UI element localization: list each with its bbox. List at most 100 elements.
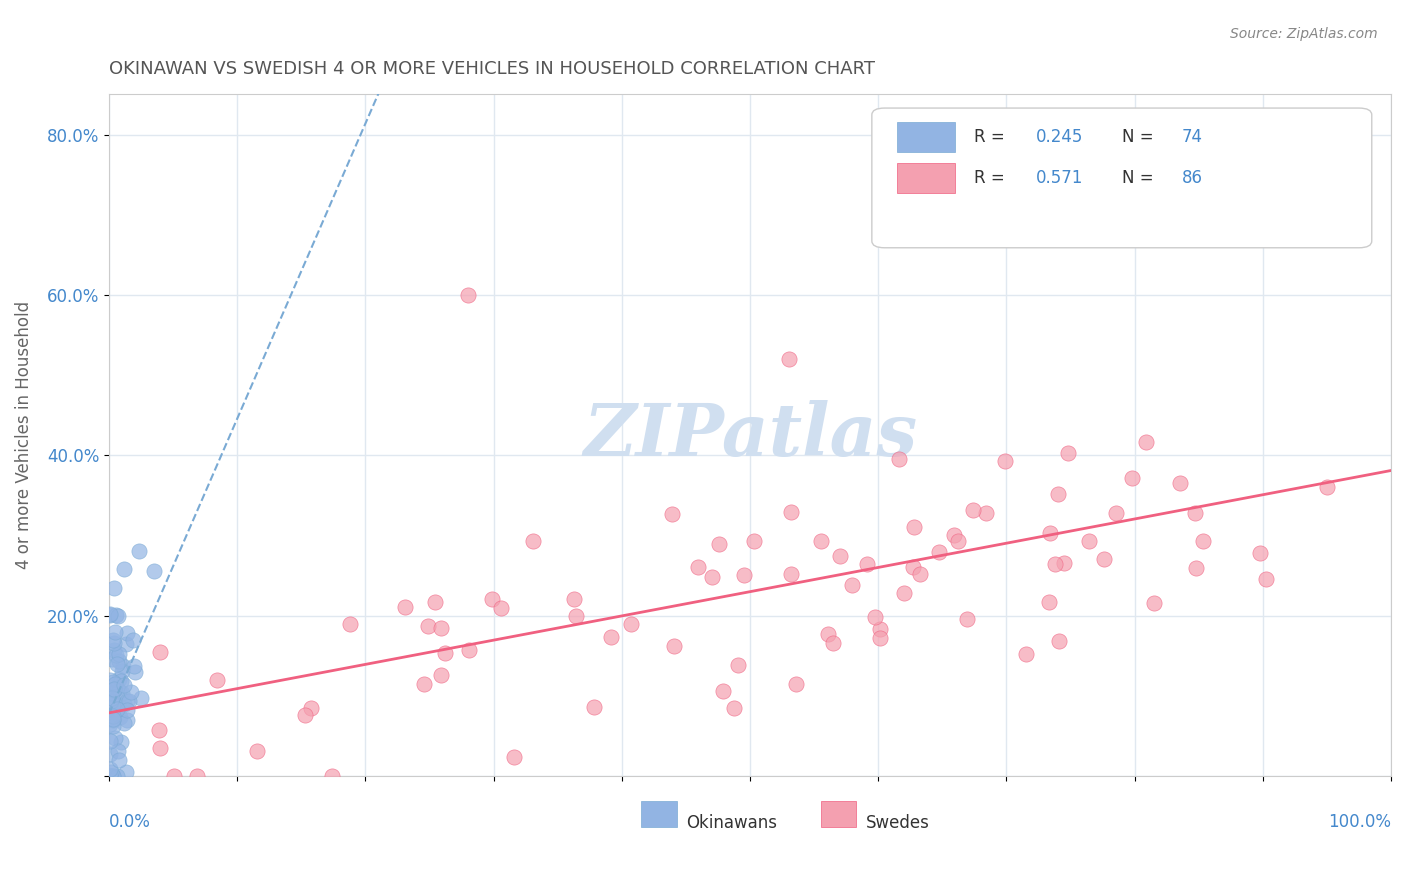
Point — [711, 684, 734, 698]
Point — [98, 709, 121, 723]
Point — [105, 657, 128, 671]
Point — [104, 625, 127, 640]
Point — [394, 600, 416, 615]
Point — [101, 712, 124, 726]
Point — [503, 750, 526, 764]
Text: Okinawans: Okinawans — [686, 814, 778, 832]
Point — [110, 735, 132, 749]
Point — [207, 673, 229, 688]
Point — [620, 616, 643, 631]
Point — [893, 586, 915, 600]
Point — [100, 769, 122, 783]
Point — [700, 570, 723, 584]
Point — [105, 769, 128, 783]
Point — [105, 703, 128, 717]
Point — [413, 677, 436, 691]
Point — [1078, 533, 1101, 548]
Point — [108, 753, 131, 767]
Text: 0.571: 0.571 — [1036, 169, 1083, 186]
Point — [562, 592, 585, 607]
Point — [856, 557, 879, 571]
Point — [662, 639, 685, 653]
Point — [1121, 471, 1143, 485]
Point — [98, 769, 121, 783]
Point — [110, 673, 132, 688]
Point — [321, 769, 343, 783]
Point — [1168, 476, 1191, 491]
Point — [107, 684, 129, 698]
Point — [744, 533, 766, 548]
Point — [105, 681, 128, 695]
Point — [98, 607, 121, 622]
Point — [103, 681, 125, 696]
Point — [111, 686, 134, 700]
Point — [707, 537, 730, 551]
Point — [434, 646, 457, 660]
Point — [1046, 487, 1069, 501]
Point — [105, 648, 128, 662]
Point — [688, 560, 710, 574]
Point — [98, 733, 121, 747]
Text: OKINAWAN VS SWEDISH 4 OR MORE VEHICLES IN HOUSEHOLD CORRELATION CHART: OKINAWAN VS SWEDISH 4 OR MORE VEHICLES I… — [110, 60, 875, 78]
FancyBboxPatch shape — [872, 108, 1372, 248]
Point — [481, 592, 503, 607]
Point — [599, 630, 621, 644]
Point — [112, 561, 135, 575]
Point — [107, 609, 129, 624]
Point — [115, 625, 138, 640]
Point — [115, 694, 138, 708]
Point — [111, 665, 134, 679]
Point — [778, 351, 800, 366]
Point — [120, 685, 142, 699]
Point — [458, 643, 481, 657]
FancyBboxPatch shape — [641, 801, 676, 827]
Text: 74: 74 — [1182, 128, 1204, 145]
Point — [863, 609, 886, 624]
Point — [429, 621, 451, 635]
Point — [115, 714, 138, 728]
Point — [430, 667, 453, 681]
Point — [1092, 551, 1115, 566]
Point — [1143, 596, 1166, 610]
Point — [101, 691, 124, 706]
FancyBboxPatch shape — [821, 801, 856, 827]
Text: Swedes: Swedes — [866, 814, 929, 832]
Point — [887, 452, 910, 467]
Point — [564, 609, 586, 624]
Point — [103, 643, 125, 657]
Point — [124, 665, 146, 679]
Point — [101, 718, 124, 732]
Point — [956, 612, 979, 626]
Point — [1047, 633, 1070, 648]
Point — [1184, 560, 1206, 574]
Point — [115, 703, 138, 717]
Point — [817, 627, 839, 641]
Point — [1105, 506, 1128, 520]
Point — [108, 710, 131, 724]
Point — [108, 698, 131, 713]
Point — [103, 636, 125, 650]
Point — [423, 594, 446, 608]
Point — [869, 631, 891, 645]
Point — [108, 654, 131, 668]
Text: 0.245: 0.245 — [1036, 128, 1083, 145]
Point — [1056, 445, 1078, 459]
Point — [457, 288, 479, 302]
Point — [294, 707, 316, 722]
Point — [98, 673, 121, 687]
Point — [101, 769, 124, 783]
Point — [1038, 595, 1060, 609]
Point — [122, 633, 145, 648]
Text: R =: R = — [974, 169, 1011, 186]
Point — [1254, 573, 1277, 587]
Point — [149, 645, 172, 659]
Point — [1039, 525, 1062, 540]
Point — [1059, 208, 1081, 222]
Point — [339, 617, 361, 632]
FancyBboxPatch shape — [897, 121, 955, 153]
Text: Source: ZipAtlas.com: Source: ZipAtlas.com — [1230, 27, 1378, 41]
Point — [810, 533, 832, 548]
Point — [1316, 480, 1339, 494]
Point — [1053, 556, 1076, 570]
Point — [100, 769, 122, 783]
